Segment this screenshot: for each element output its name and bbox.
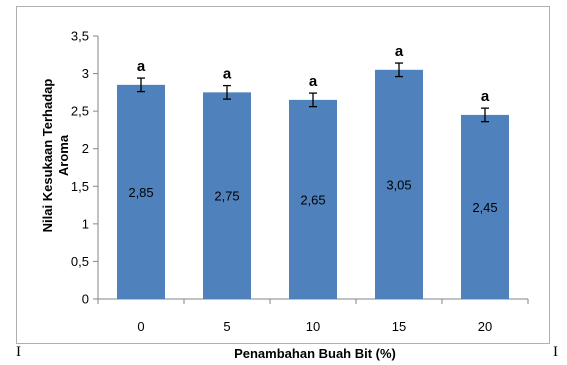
significance-label: a <box>395 43 404 60</box>
x-tick-label: 10 <box>306 319 320 334</box>
y-tick-label: 1,5 <box>71 179 89 194</box>
x-tick-label: 0 <box>137 319 144 334</box>
significance-label: a <box>309 73 318 90</box>
data-label: 2,45 <box>472 200 497 215</box>
data-label: 2,75 <box>214 189 239 204</box>
bar <box>203 92 251 299</box>
right-edge-mark: I <box>553 344 558 360</box>
x-tick-label: 20 <box>478 319 492 334</box>
x-axis-label: Penambahan Buah Bit (%) <box>234 346 396 361</box>
y-tick-label: 0,5 <box>71 254 89 269</box>
left-edge-mark: I <box>16 344 21 360</box>
y-tick-label: 3,5 <box>71 29 89 44</box>
y-tick-label: 3 <box>82 66 89 81</box>
bar <box>289 99 337 299</box>
significance-label: a <box>223 66 232 83</box>
x-tick-label: 15 <box>392 319 406 334</box>
y-axis-label-line: Aroma <box>56 134 71 176</box>
significance-label: a <box>481 88 490 105</box>
bars: a 2,85 a 2,75 a 2,65 a 3,05 a 2,45 <box>117 43 509 300</box>
data-label: 2,65 <box>300 192 325 207</box>
y-axis-label-line: Nilai Kesukaan Terhadap <box>40 79 55 233</box>
bar <box>117 84 165 299</box>
significance-label: a <box>137 58 146 75</box>
y-tick-label: 2 <box>82 141 89 156</box>
y-axis-label: Nilai Kesukaan TerhadapAroma <box>40 79 71 233</box>
data-label: 3,05 <box>386 177 411 192</box>
bar <box>375 69 423 299</box>
data-label: 2,85 <box>128 185 153 200</box>
bar <box>461 114 509 300</box>
y-tick-label: 2,5 <box>71 104 89 119</box>
y-axis: 0 0,5 1 1,5 2 2,5 3 3,5 <box>71 29 99 307</box>
x-tick-label: 5 <box>223 319 230 334</box>
y-tick-label: 1 <box>82 216 89 231</box>
x-axis: 0 5 10 15 20 <box>97 298 529 334</box>
y-tick-label: 0 <box>82 292 89 307</box>
